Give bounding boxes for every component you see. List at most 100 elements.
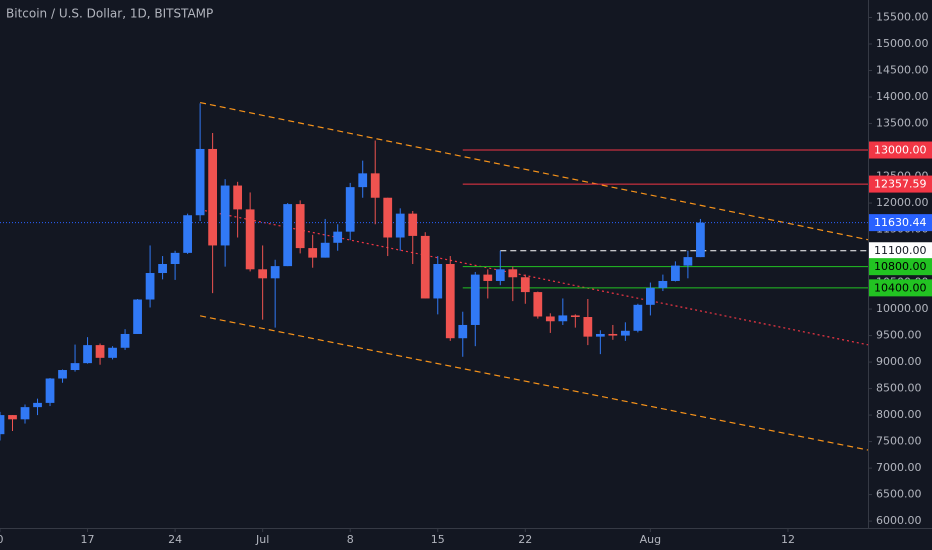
y-tick-label: 12000.00 [876, 196, 929, 209]
candle-body [395, 213, 405, 238]
candle-body [70, 363, 80, 371]
level-label: 12357.59 [874, 178, 927, 191]
candle-body [545, 316, 555, 322]
candle-body [358, 173, 368, 188]
candle-body [608, 333, 618, 336]
candle-body [533, 292, 543, 317]
x-tick-label: 0 [0, 533, 4, 546]
level-box [869, 258, 932, 276]
candle-body [470, 274, 480, 325]
candle-body [658, 280, 668, 288]
trend-line [199, 209, 869, 346]
y-tick-label: 14000.00 [876, 90, 929, 103]
level-label: 10400.00 [874, 281, 927, 294]
candle-body [8, 415, 17, 420]
level-label: 11100.00 [874, 244, 927, 257]
y-tick-label: 15500.00 [876, 10, 929, 23]
candle-body [645, 287, 655, 305]
y-tick-label: 6500.00 [876, 488, 922, 501]
candle-body [120, 333, 130, 348]
y-tick-label: 9000.00 [876, 355, 922, 368]
last-price-label: 11630.44 [874, 216, 927, 229]
candle-body [483, 274, 493, 281]
candle-body [583, 317, 593, 337]
x-tick-label: 8 [347, 533, 354, 546]
candle-body [620, 330, 630, 336]
candle-body [445, 264, 455, 339]
candle-body [108, 347, 117, 358]
candle-body [270, 266, 280, 279]
y-tick-label: 6000.00 [876, 514, 922, 527]
candle-body [370, 173, 380, 198]
candle-body [458, 324, 468, 339]
candle-body [558, 315, 568, 322]
candle-body [433, 264, 443, 299]
y-tick-label: 13500.00 [876, 117, 929, 130]
level-box [869, 242, 932, 260]
price-axis: 6000.00 6500.00 7000.00 7500.00 8000.00 8500.… [868, 10, 932, 527]
trend-line [199, 101, 869, 241]
candle-body [595, 333, 605, 337]
candle-body [45, 378, 55, 403]
candle-body [245, 209, 255, 270]
y-tick-label: 14500.00 [876, 64, 929, 77]
level-box [869, 279, 932, 297]
x-tick-label: 17 [81, 533, 95, 546]
candle-body [183, 215, 192, 253]
candle-body [633, 304, 643, 331]
y-tick-label: 8000.00 [876, 408, 922, 421]
chart-title: Bitcoin / U.S. Dollar, 1D, BITSTAMP [6, 7, 213, 21]
candle-body [220, 185, 230, 246]
plot [0, 101, 869, 451]
candle-body [570, 315, 580, 318]
x-tick-label: 24 [168, 533, 182, 546]
x-tick-label: 12 [781, 533, 795, 546]
candle-body [283, 204, 293, 267]
candle-body [33, 402, 42, 408]
candle-body [83, 345, 92, 364]
y-tick-label: 7000.00 [876, 461, 922, 474]
candle-body [308, 248, 318, 258]
y-tick-label: 15000.00 [876, 37, 929, 50]
candle-body [20, 407, 30, 420]
candle-body [671, 265, 680, 281]
level-box [869, 175, 932, 193]
candle-body [345, 187, 355, 232]
candle-body [333, 231, 343, 243]
trend-line [199, 315, 869, 451]
x-tick-label: Jul [255, 533, 269, 546]
candle-body [520, 277, 530, 293]
candle-body [408, 213, 418, 236]
candle-body [320, 242, 330, 258]
candle-body [295, 204, 305, 249]
candle-body [195, 148, 205, 216]
y-tick-label: 8500.00 [876, 382, 922, 395]
candle-body [95, 345, 105, 358]
candle-body [258, 269, 268, 279]
candle-body [170, 252, 180, 264]
candle-body [133, 299, 142, 334]
y-tick-label: 10000.00 [876, 302, 929, 315]
candle-body [233, 185, 243, 210]
x-tick-label: Aug [640, 533, 661, 546]
x-tick-label: 15 [431, 533, 445, 546]
candle-body [158, 264, 167, 274]
candle-body [0, 415, 5, 435]
y-tick-label: 7500.00 [876, 435, 922, 448]
candle-body [683, 257, 693, 266]
level-label: 10800.00 [874, 260, 927, 273]
x-tick-label: 22 [518, 533, 532, 546]
candle-body [420, 235, 430, 299]
candle-body [145, 273, 155, 300]
candle-body [495, 269, 505, 281]
candle-body [58, 370, 67, 379]
y-tick-label: 9500.00 [876, 329, 922, 342]
last-price-box [869, 214, 932, 232]
candle-body [383, 197, 393, 238]
level-box [869, 141, 932, 159]
candle-body [696, 222, 705, 258]
candle-body [208, 148, 217, 246]
level-label: 13000.00 [874, 144, 927, 157]
